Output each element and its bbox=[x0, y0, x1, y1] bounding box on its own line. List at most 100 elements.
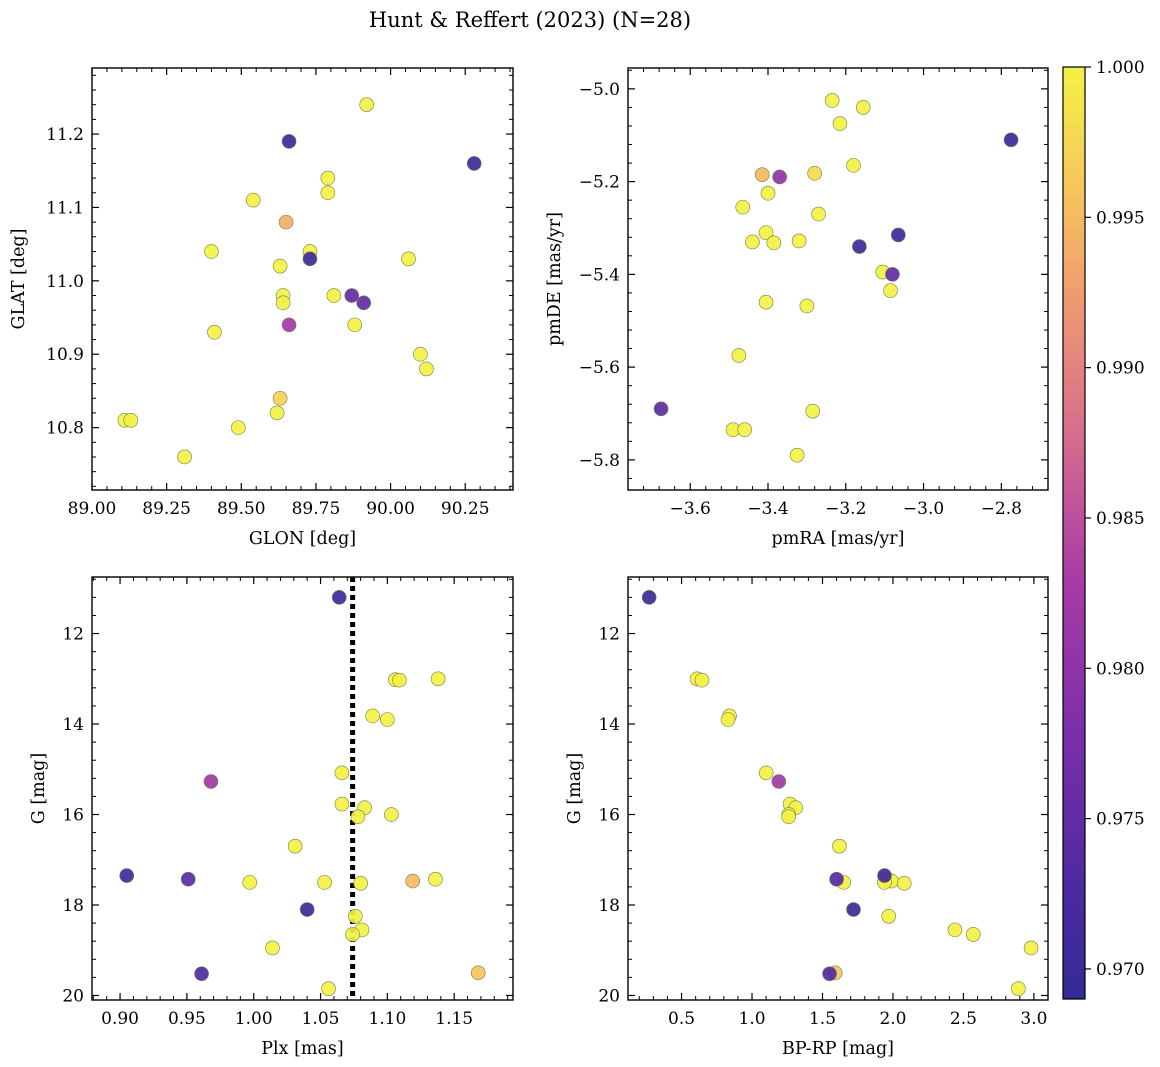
scatter-point bbox=[347, 317, 363, 333]
scatter-point bbox=[345, 927, 360, 942]
scatter-point bbox=[231, 420, 246, 435]
colorbar-tick-label: 0.985 bbox=[1096, 509, 1145, 529]
y-axis-label: GLAT [deg] bbox=[9, 229, 29, 330]
x-tick-label: 1.5 bbox=[809, 1009, 836, 1029]
scatter-point bbox=[877, 868, 892, 883]
scatter-point bbox=[380, 712, 395, 727]
x-tick-label: 90.25 bbox=[441, 499, 490, 519]
x-tick-label: −3.0 bbox=[903, 499, 944, 519]
scatter-point bbox=[430, 671, 446, 687]
scatter-point bbox=[302, 251, 318, 267]
scatter-point bbox=[359, 97, 374, 112]
x-tick-label: −3.4 bbox=[747, 499, 788, 519]
scatter-point bbox=[356, 295, 372, 311]
scatter-point bbox=[320, 185, 336, 201]
y-tick-label: 16 bbox=[62, 806, 84, 826]
x-tick-label: 89.00 bbox=[68, 499, 117, 519]
y-tick-label: 18 bbox=[598, 896, 620, 916]
scatter-point bbox=[1003, 132, 1019, 148]
scatter-point bbox=[829, 871, 844, 887]
scatter-point bbox=[207, 324, 222, 340]
y-tick-label: 12 bbox=[598, 625, 620, 645]
axes-frame bbox=[627, 67, 1049, 491]
scatter-point bbox=[641, 590, 657, 605]
y-tick-label: −5.6 bbox=[579, 358, 620, 378]
scatter-point bbox=[745, 234, 760, 250]
scatter-point bbox=[832, 838, 847, 854]
scatter-point bbox=[334, 765, 350, 781]
scatter-point bbox=[694, 672, 710, 688]
colorbar-tick-label: 1.000 bbox=[1096, 58, 1145, 78]
scatter-point bbox=[413, 346, 428, 362]
scatter-point bbox=[275, 295, 291, 311]
scatter-point bbox=[278, 214, 294, 230]
y-tick-label: 14 bbox=[598, 715, 620, 735]
scatter-point bbox=[119, 868, 135, 883]
minor-ticks bbox=[92, 577, 513, 1000]
scatter-point bbox=[766, 235, 782, 251]
scatter-point bbox=[760, 185, 776, 201]
x-tick-label: 1.10 bbox=[368, 1009, 406, 1029]
scatter-point bbox=[883, 283, 898, 298]
scatter-point bbox=[805, 403, 821, 419]
scatter-point bbox=[653, 401, 669, 417]
x-axis-label: GLON [deg] bbox=[249, 529, 356, 549]
scatter-point bbox=[365, 708, 380, 724]
scatter-point bbox=[281, 134, 297, 149]
scatter-point bbox=[822, 966, 837, 982]
scatter-point bbox=[287, 838, 303, 854]
scatter-point bbox=[203, 774, 219, 789]
scatter-points bbox=[641, 590, 1039, 996]
scatter-point bbox=[123, 412, 139, 428]
panel-glon-glat: 89.00 89.25 89.50 89.75 90.00 90.25 10.8 10.9 11… bbox=[9, 67, 514, 549]
scatter-point bbox=[384, 807, 399, 822]
x-axis-label: BP-RP [mag] bbox=[782, 1039, 894, 1059]
x-axis-label: pmRA [mas/yr] bbox=[772, 529, 905, 549]
axis-ticks bbox=[628, 68, 1048, 490]
scatter-point bbox=[966, 927, 981, 942]
panel-bprp-g: 0.5 1.0 1.5 2.0 2.5 3.0 12 14 16 18 20 BP-RP [mag] G… bbox=[565, 576, 1049, 1059]
x-tick-label: 2.0 bbox=[879, 1009, 906, 1029]
colorbar-tick-label: 0.980 bbox=[1096, 659, 1145, 679]
axes-frame bbox=[627, 576, 1049, 1001]
scatter-point bbox=[204, 244, 219, 259]
scatter-point bbox=[846, 158, 861, 173]
scatter-point bbox=[245, 192, 261, 208]
scatter-point bbox=[852, 239, 867, 254]
scatter-point bbox=[832, 116, 848, 131]
figure-title: Hunt & Reffert (2023) (N=28) bbox=[369, 8, 691, 32]
minor-ticks bbox=[628, 577, 1049, 1000]
scatter-point bbox=[720, 712, 736, 727]
scatter-point bbox=[299, 902, 315, 917]
colorbar-gradient bbox=[1062, 66, 1086, 1000]
y-tick-label: 12 bbox=[62, 625, 84, 645]
scatter-point bbox=[466, 156, 482, 171]
y-tick-label: 10.8 bbox=[46, 419, 84, 439]
y-axis-label: G [mag] bbox=[29, 753, 49, 824]
x-tick-label: 0.5 bbox=[668, 1009, 695, 1029]
scatter-point bbox=[1023, 940, 1039, 956]
scatter-point bbox=[344, 288, 360, 303]
y-tick-label: 11.2 bbox=[46, 125, 84, 145]
scatter-point bbox=[947, 922, 963, 938]
scatter-point bbox=[405, 873, 421, 889]
x-tick-label: 1.0 bbox=[739, 1009, 766, 1029]
scatter-point bbox=[807, 165, 822, 181]
scatter-point bbox=[281, 317, 297, 333]
x-tick-label: 89.25 bbox=[142, 499, 191, 519]
y-tick-label: 20 bbox=[598, 986, 620, 1006]
scatter-point bbox=[781, 809, 796, 825]
scatter-point bbox=[180, 871, 196, 887]
x-tick-label: −2.8 bbox=[981, 499, 1022, 519]
x-tick-label: 0.90 bbox=[101, 1009, 139, 1029]
scatter-point bbox=[470, 965, 486, 981]
scatter-point bbox=[331, 590, 347, 605]
axes-frame bbox=[91, 67, 514, 491]
scatter-point bbox=[896, 875, 912, 891]
axis-ticks bbox=[628, 577, 1048, 1000]
scatter-point bbox=[401, 251, 416, 267]
y-tick-label: 10.9 bbox=[46, 345, 84, 365]
scatter-point bbox=[1011, 981, 1026, 996]
colorbar-tick-label: 0.970 bbox=[1096, 960, 1145, 980]
